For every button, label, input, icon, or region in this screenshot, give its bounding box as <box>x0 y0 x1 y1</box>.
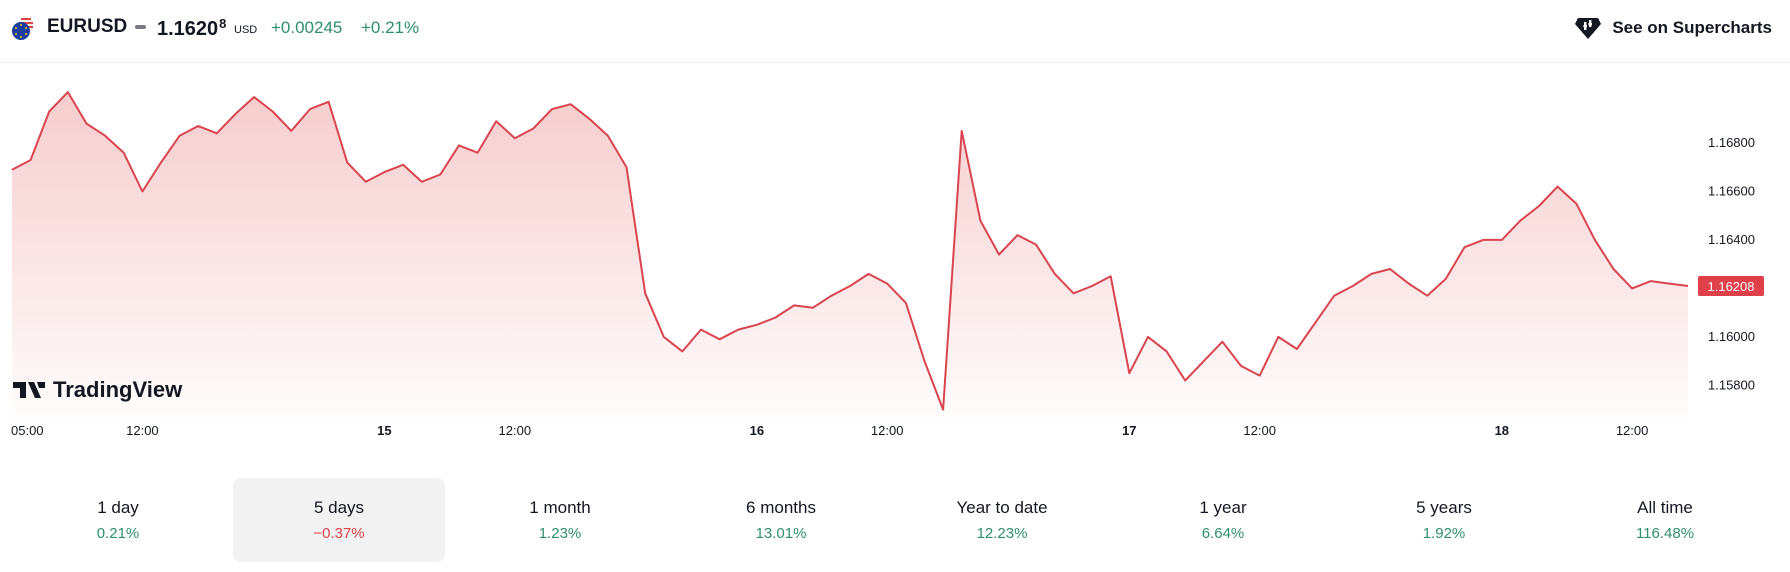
market-status-indicator <box>135 25 146 29</box>
x-tick-label: 12:00 <box>1616 423 1649 438</box>
price-fraction: 8 <box>219 16 227 31</box>
period-label: 1 year <box>1199 498 1247 517</box>
period-change-value: 0.21% <box>96 525 140 542</box>
chart-price-line <box>11 91 1689 411</box>
see-on-supercharts-button[interactable]: See on Supercharts <box>1574 13 1772 43</box>
symbol-header: EURUSD 1.16208 USD +0.00245 +0.21% See o… <box>0 0 1790 63</box>
x-tick-label: 05:00 <box>11 423 44 438</box>
x-tick-label: 12:00 <box>499 423 532 438</box>
y-tick-label: 1.16400 <box>1708 232 1755 247</box>
price-change-percent: +0.21% <box>361 18 420 37</box>
x-tick-label: 12:00 <box>871 423 904 438</box>
period-label: 1 day <box>97 498 139 517</box>
period-option[interactable]: 5 years 1.92% <box>1338 478 1550 562</box>
period-label: All time <box>1637 498 1693 517</box>
x-tick-label: 16 <box>750 423 764 438</box>
y-tick-label: 1.16000 <box>1708 329 1755 344</box>
period-label: 5 days <box>313 498 365 517</box>
x-tick-label: 18 <box>1495 423 1509 438</box>
x-tick-label: 12:00 <box>126 423 159 438</box>
tradingview-wordmark: TradingView <box>53 377 183 402</box>
x-tick-label: 17 <box>1122 423 1136 438</box>
period-option[interactable]: 1 day 0.21% <box>12 478 224 562</box>
last-price-tag-label: 1.16208 <box>1708 279 1755 294</box>
last-price-tag: 1.16208 <box>1698 276 1764 296</box>
x-tick-label: 15 <box>377 423 391 438</box>
period-selector: 1 day 0.21% 5 days −0.37% 1 month 1.23% 6 mont… <box>0 475 1790 565</box>
period-label: 1 month <box>529 498 591 517</box>
period-label: 5 years <box>1416 498 1472 517</box>
period-change-value: 6.64% <box>1201 525 1245 542</box>
current-price: 1.16208 <box>157 16 226 41</box>
tradingview-logo-icon <box>13 382 45 398</box>
last-price-tag-background <box>1698 276 1764 296</box>
period-change-value: 1.23% <box>538 525 582 542</box>
y-tick-label: 1.15800 <box>1708 377 1755 392</box>
chart-area-fill <box>12 92 1688 420</box>
period-change-value: 1.92% <box>1422 525 1466 542</box>
period-label: Year to date <box>956 498 1048 517</box>
period-label: 6 months <box>746 498 816 517</box>
y-axis: 1.16800 1.16600 1.16400 1.16000 1.15800 <box>1708 135 1755 392</box>
period-option[interactable]: Year to date 12.23% <box>896 478 1108 562</box>
period-option[interactable]: 5 days −0.37% <box>233 478 445 562</box>
period-option[interactable]: All time 116.48% <box>1559 478 1771 562</box>
y-tick-label: 1.16800 <box>1708 135 1755 150</box>
eu-us-flag-icon <box>12 17 34 40</box>
price-change-absolute: +0.00245 <box>271 18 343 37</box>
supercharts-icon <box>1575 18 1602 39</box>
period-change-value: 12.23% <box>976 525 1028 542</box>
tradingview-logo: TradingView <box>13 377 183 402</box>
supercharts-label: See on Supercharts <box>1612 18 1772 37</box>
price-main: 1.1620 <box>157 18 219 40</box>
price-chart[interactable]: 1.16800 1.16600 1.16400 1.16000 1.15800 05:0… <box>0 64 1790 444</box>
x-tick-label: 12:00 <box>1243 423 1276 438</box>
symbol-name: EURUSD <box>47 16 128 37</box>
price-currency: USD <box>234 24 258 36</box>
period-change-value: −0.37% <box>313 525 365 542</box>
period-option[interactable]: 1 month 1.23% <box>454 478 666 562</box>
period-change-value: 116.48% <box>1635 525 1695 542</box>
y-tick-label: 1.16600 <box>1708 184 1755 199</box>
period-option[interactable]: 1 year 6.64% <box>1117 478 1329 562</box>
period-change-value: 13.01% <box>755 525 807 542</box>
period-option[interactable]: 6 months 13.01% <box>675 478 887 562</box>
